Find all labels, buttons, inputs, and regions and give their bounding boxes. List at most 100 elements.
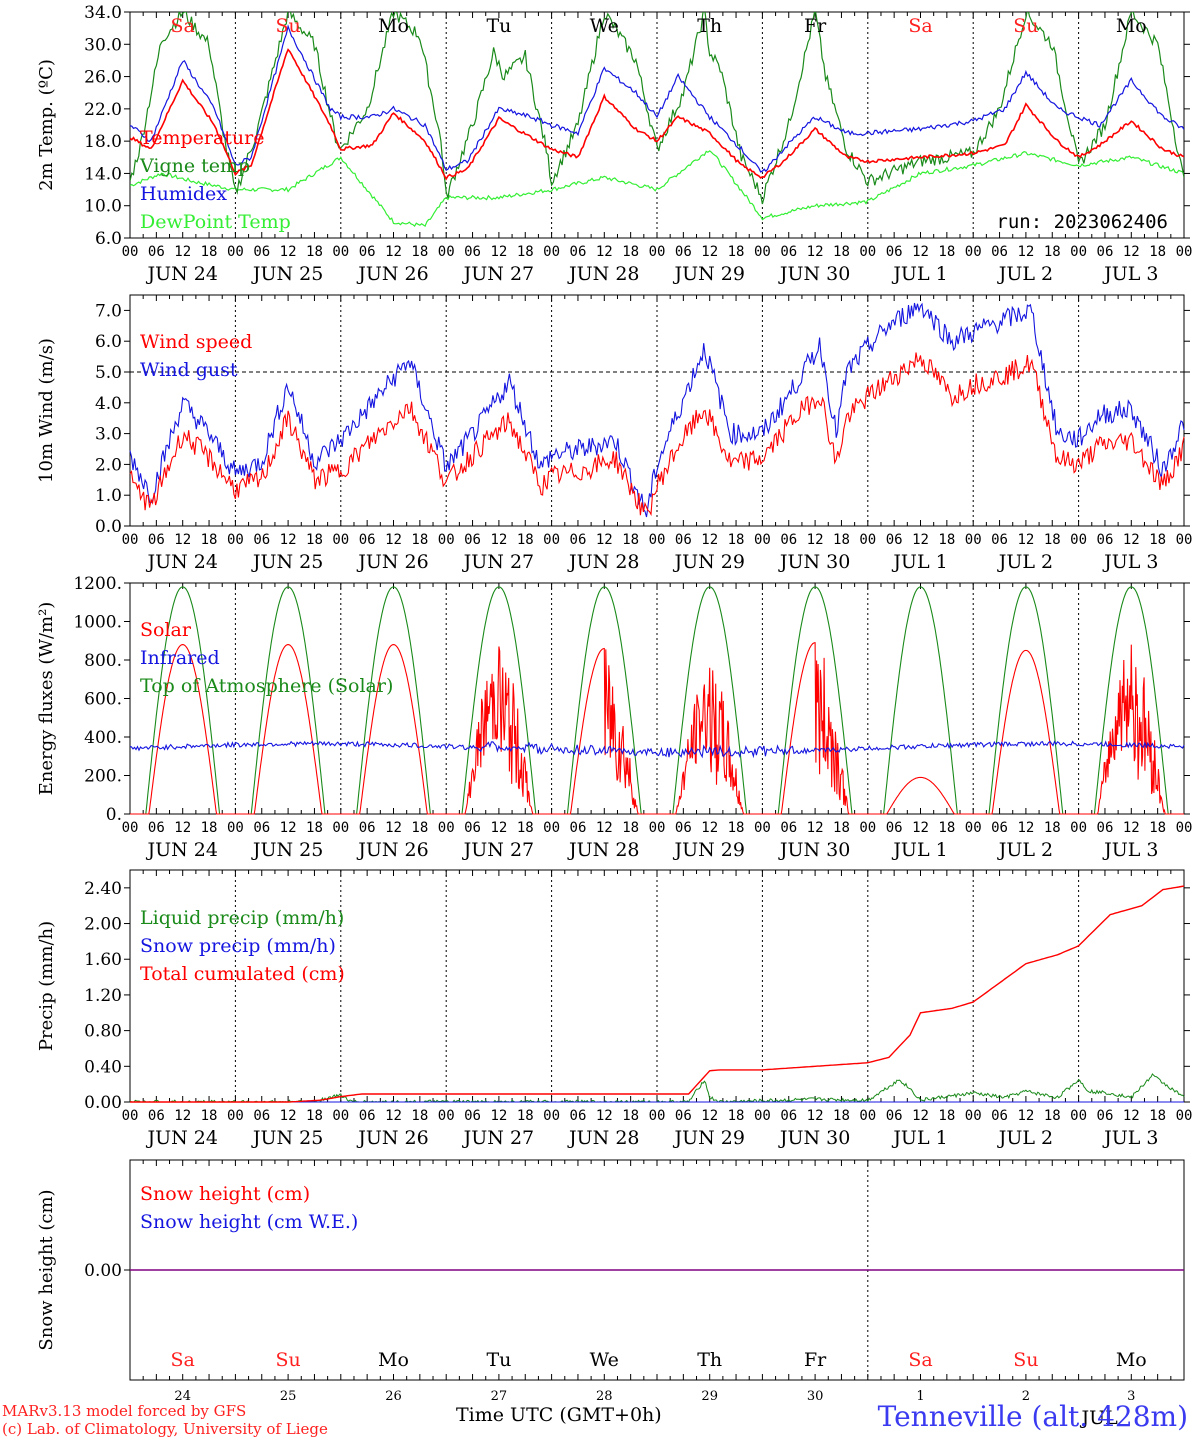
y-tick-label: 400. [84,728,122,748]
hour-tick-label: 12 [1123,820,1140,836]
hour-tick-label: 06 [359,820,376,836]
series-infrared [129,740,1185,759]
hour-tick-label: 00 [1176,244,1193,260]
weekday-label: Sa [171,15,195,37]
date-label: JUN 27 [462,839,534,861]
series-wind-gust [129,302,1185,518]
date-label: JUN 29 [672,551,744,573]
y-tick-label: 1200. [73,574,122,594]
hour-tick-label: 12 [701,532,718,548]
hour-tick-label: 12 [490,1108,507,1124]
hour-tick-label: 12 [912,820,929,836]
hour-tick-label: 12 [1017,532,1034,548]
hour-tick-label: 12 [385,532,402,548]
hour-tick-label: 18 [938,244,955,260]
series-dewpoint-temp [130,150,1184,228]
day-number-label: 30 [807,1389,824,1404]
hour-tick-label: 00 [227,532,244,548]
date-label: JUL 1 [891,839,947,861]
date-label: JUN 26 [356,263,428,285]
date-label: JUN 30 [778,1127,850,1149]
hour-tick-label: 00 [1176,532,1193,548]
hour-tick-label: 00 [1070,532,1087,548]
hour-tick-label: 00 [543,532,560,548]
y-tick-label: 2.00 [84,915,122,935]
y-tick-label: 200. [84,767,122,787]
hour-tick-label: 18 [833,820,850,836]
hour-tick-label: 00 [965,244,982,260]
hour-tick-label: 06 [1097,532,1114,548]
hour-tick-label: 06 [253,532,270,548]
y-tick-label: 18.0 [84,132,122,152]
date-label: JUL 1 [891,1127,947,1149]
legend-entry: Humidex [140,183,227,205]
hour-tick-label: 12 [807,532,824,548]
day-number-label: 2 [1022,1389,1030,1404]
y-tick-label: 5.0 [95,363,122,383]
hour-tick-label: 12 [596,532,613,548]
panel-5: 0.00 Snow height (cm) Snow height (cm) Snow… [36,1159,1185,1429]
credit-line-2: (c) Lab. of Climatology, University of L… [2,1420,328,1438]
hour-tick-label: 06 [780,532,797,548]
date-label: JUN 29 [672,1127,744,1149]
weekday-label: Tu [486,15,511,37]
legend-entry: Snow height (cm W.E.) [140,1211,358,1233]
y-axis-label: 2m Temp. (ºC) [36,59,57,191]
legend-entry: Top of Atmosphere (Solar) [140,675,393,697]
temperature-lines [130,12,1184,228]
y-tick-label: 1000. [73,613,122,633]
hour-tick-label: 06 [464,532,481,548]
legend-entry: Temperature [140,127,264,149]
hour-tick-label: 18 [833,244,850,260]
y-tick-label: 34.0 [84,3,122,23]
hour-tick-label: 12 [912,244,929,260]
date-label: JUL 2 [997,839,1053,861]
hour-tick-label: 12 [807,1108,824,1124]
hour-tick-label: 12 [1017,244,1034,260]
weekday-label: Tu [486,1349,511,1371]
hour-tick-label: 06 [675,244,692,260]
hour-tick-label: 00 [122,1108,139,1124]
legend-entry: Snow height (cm) [140,1183,310,1205]
hour-tick-label: 12 [1123,1108,1140,1124]
hour-tick-label: 00 [227,1108,244,1124]
y-tick-label: 6.0 [95,229,122,249]
date-label: JUN 24 [145,551,217,573]
hour-tick-label: 00 [754,532,771,548]
hour-tick-label: 12 [280,820,297,836]
hour-tick-label: 06 [1097,244,1114,260]
day-number-label: 1 [916,1389,924,1404]
hour-tick-label: 18 [1044,532,1061,548]
hour-tick-label: 00 [649,820,666,836]
hour-tick-label: 18 [622,532,639,548]
hour-tick-label: 00 [859,532,876,548]
y-tick-label: 4.0 [95,394,122,414]
weekday-label: Th [697,1349,722,1371]
hour-tick-label: 06 [253,1108,270,1124]
day-number-label: 3 [1127,1389,1135,1404]
y-tick-label: 0.00 [84,1261,122,1281]
hour-tick-label: 00 [754,1108,771,1124]
hour-tick-label: 00 [438,820,455,836]
weekday-label: Sa [171,1349,195,1371]
hour-tick-label: 12 [1017,1108,1034,1124]
hour-tick-label: 18 [201,1108,218,1124]
hour-tick-label: 00 [122,244,139,260]
y-tick-label: 26.0 [84,68,122,88]
hour-tick-label: 00 [543,1108,560,1124]
day-number-label: 28 [596,1389,613,1404]
hour-tick-label: 18 [622,1108,639,1124]
series-solar [130,642,1184,815]
hour-tick-label: 12 [174,244,191,260]
panel-2: 0.0 1.0 2.0 3.0 4.0 5.0 6.0 7.0 10m Wind (m/s) 00… [36,294,1193,573]
hour-tick-label: 00 [122,532,139,548]
hour-tick-label: 06 [148,1108,165,1124]
panel-4: 0.00 0.40 0.80 1.20 1.60 2.00 2.40 Precip (mm/h… [36,869,1192,1149]
hour-tick-label: 18 [517,1108,534,1124]
hour-tick-label: 12 [701,1108,718,1124]
hour-tick-label: 06 [780,820,797,836]
hour-tick-label: 12 [174,532,191,548]
hour-tick-label: 12 [807,820,824,836]
hour-tick-label: 12 [596,244,613,260]
